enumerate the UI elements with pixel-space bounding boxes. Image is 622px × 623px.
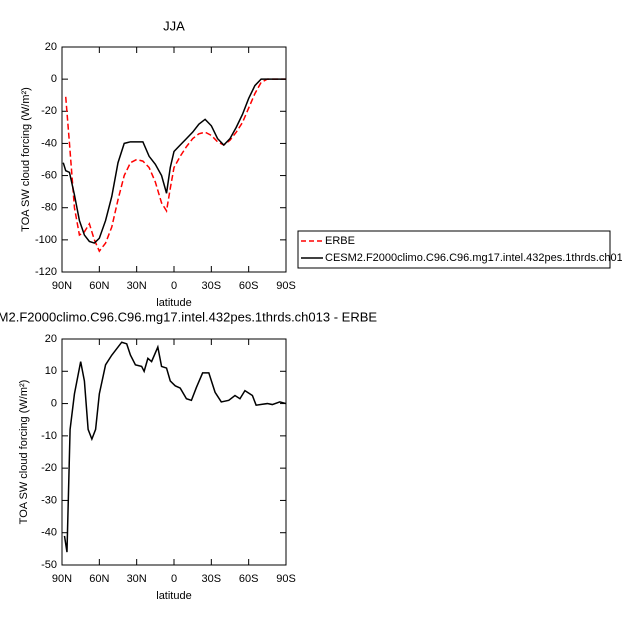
plot-frame — [61, 46, 287, 273]
y-tick-label: 20 — [45, 333, 57, 345]
x-tick-label: 90S — [276, 573, 296, 585]
data-line — [62, 78, 286, 244]
y-tick-label: -100 — [35, 234, 57, 246]
x-tick-label: 30S — [202, 280, 222, 292]
y-tick-label: -120 — [35, 266, 57, 278]
y-tick-label: -20 — [41, 105, 57, 117]
x-tick-label: 60S — [239, 573, 259, 585]
y-tick-label: -80 — [41, 202, 57, 214]
x-tick-label: 90N — [52, 573, 72, 585]
data-line — [63, 341, 287, 553]
y-tick-label: -50 — [41, 559, 57, 571]
y-tick-label: 0 — [51, 397, 57, 409]
chart-title: CESM2.F2000climo.C96.C96.mg17.intel.432p… — [0, 309, 377, 324]
y-tick-label: 0 — [51, 73, 57, 85]
x-tick-label: 90N — [52, 280, 72, 292]
x-tick-label: 0 — [171, 280, 177, 292]
legend-label: ERBE — [325, 235, 355, 247]
x-axis-label: latitude — [156, 590, 191, 602]
y-tick-label: -60 — [41, 169, 57, 181]
legend: ERBE CESM2.F2000climo.C96.C96.mg17.intel.… — [297, 230, 622, 269]
y-axis-label: TOA SW cloud forcing (W/m²) — [18, 380, 30, 525]
x-tick-label: 60N — [89, 573, 109, 585]
chart-title: JJA — [163, 18, 185, 33]
data-line — [64, 78, 286, 253]
y-tick-label: 20 — [45, 41, 57, 53]
y-tick-label: -40 — [41, 527, 57, 539]
x-tick-label: 30N — [127, 280, 147, 292]
y-tick-label: -30 — [41, 494, 57, 506]
x-tick-label: 60N — [89, 280, 109, 292]
x-axis-label: latitude — [156, 297, 191, 309]
x-tick-label: 30S — [202, 573, 222, 585]
x-tick-label: 30N — [127, 573, 147, 585]
y-tick-label: -40 — [41, 137, 57, 149]
y-tick-label: 10 — [45, 365, 57, 377]
x-tick-label: 90S — [276, 280, 296, 292]
legend-label: CESM2.F2000climo.C96.C96.mg17.intel.432p… — [325, 252, 622, 264]
y-tick-label: -10 — [41, 430, 57, 442]
x-tick-label: 60S — [239, 280, 259, 292]
legend-box — [297, 230, 611, 269]
y-tick-label: -20 — [41, 462, 57, 474]
y-axis-label: TOA SW cloud forcing (W/m²) — [20, 87, 32, 232]
plot-frame — [61, 338, 287, 566]
x-tick-label: 0 — [171, 573, 177, 585]
